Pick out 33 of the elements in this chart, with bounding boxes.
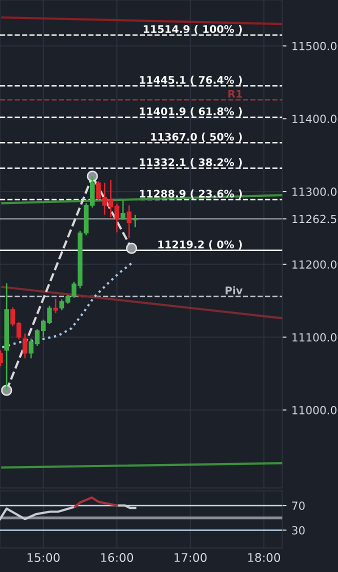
y-tick-label: 11100.0	[292, 333, 336, 342]
point	[86, 170, 98, 182]
line-series	[0, 506, 76, 520]
point	[126, 242, 138, 254]
ref-line-label: 11514.9 ( 100% )	[144, 24, 242, 34]
candlestick	[126, 204, 132, 239]
y-tick-label: 11400.0	[292, 114, 336, 124]
x-tick-label: 17:00	[174, 553, 207, 562]
ref-line-label: Piv	[226, 286, 243, 294]
y-tick-label: 11300.0	[292, 188, 336, 196]
x-tick-label: 16:00	[101, 553, 134, 562]
line-series	[1, 261, 134, 348]
x-tick-label: 15:00	[28, 553, 60, 562]
point	[1, 384, 12, 396]
ref-line-label: R1	[228, 90, 242, 98]
candlestick	[132, 214, 138, 228]
candlestick	[53, 298, 58, 314]
line-series	[74, 496, 118, 508]
ref-line-label: 11367.0 ( 50% )	[151, 132, 242, 142]
y-tick-label: 11262.5	[292, 214, 336, 224]
y-tick-label: 30	[292, 526, 305, 535]
ref-line-label: 11288.9 ( 23.6% )	[140, 190, 242, 199]
ref-line-label: 11401.9 ( 61.8% )	[140, 107, 242, 117]
candlestick	[120, 200, 126, 221]
candlestick	[22, 332, 28, 359]
y-tick-label: 11000.0	[292, 406, 336, 414]
ref-line-label: 11332.1 ( 38.2% )	[140, 158, 242, 168]
y-tick-label: 11500.0	[292, 42, 336, 50]
y-tick-label: 11200.0	[292, 260, 336, 269]
y-tick-label: 70	[292, 502, 305, 510]
ref-line-label: 11219.2 ( 0% )	[158, 240, 242, 250]
ref-line-label: 11445.1 ( 76.4% )	[140, 76, 242, 86]
x-tick-label: 18:00	[248, 553, 280, 562]
